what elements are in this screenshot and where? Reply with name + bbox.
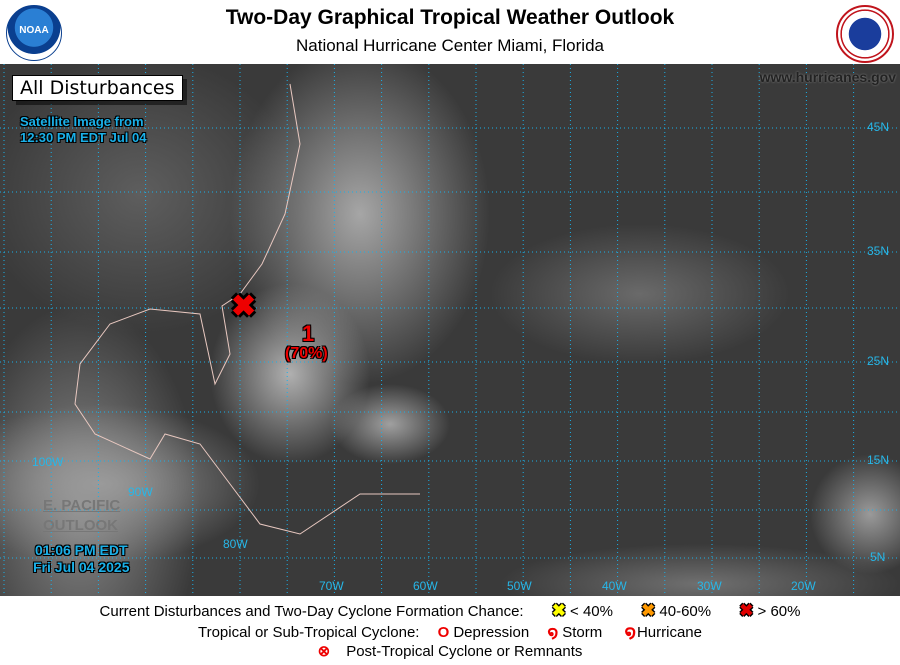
yellow-x-icon: ✖ <box>551 601 567 620</box>
issue-time-line1: 01:06 PM EDT <box>34 542 128 558</box>
satellite-map[interactable]: All Disturbances Satellite Image from 12… <box>0 64 900 596</box>
storm-icon: ໑ <box>547 622 559 642</box>
depression-icon: O <box>437 624 450 641</box>
orange-x-icon: ✖ <box>641 601 656 620</box>
legend-low: < 40% <box>570 602 613 620</box>
legend-formation-label: Current Disturbances and Two-Day Cyclone… <box>99 602 524 620</box>
lon-label: 60W <box>413 579 438 593</box>
lon-label: 70W <box>319 579 344 593</box>
lat-label: 45N <box>867 120 890 134</box>
lon-label: 90W <box>128 485 153 499</box>
issue-time-line2: Fri Jul 04 2025 <box>33 559 130 575</box>
legend-depression: Depression <box>453 624 530 641</box>
disturbance-1-x-marker-icon[interactable]: ✖ <box>231 290 257 323</box>
disturbance-1-chance[interactable]: (70%) <box>285 345 328 362</box>
header: NOAA Two-Day Graphical Tropical Weather … <box>0 0 900 64</box>
lon-label: 20W <box>791 579 816 593</box>
legend-post-tropical: Post-Tropical Cyclone or Remnants <box>346 642 583 660</box>
legend-formation-row: Current Disturbances and Two-Day Cyclone… <box>0 601 900 621</box>
coastline <box>74 83 420 535</box>
noaa-logo[interactable]: NOAA <box>6 5 62 61</box>
legend-cyclone-row: Tropical or Sub-Tropical Cyclone: O Depre… <box>0 622 900 643</box>
lat-label: 25N <box>867 354 890 368</box>
legend-high: > 60% <box>757 602 801 620</box>
legend-cyclone-label: Tropical or Sub-Tropical Cyclone: <box>197 624 420 641</box>
noaa-logo-text: NOAA <box>19 25 49 36</box>
legend-post-tropical-row: ⊗ Post-Tropical Cyclone or Remnants <box>0 642 900 661</box>
epac-line1: E. PACIFIC <box>43 497 121 514</box>
lat-label: 15N <box>867 453 890 467</box>
lat-lon-grid <box>0 64 900 596</box>
website-label[interactable]: www.hurricanes.gov <box>759 69 896 85</box>
satellite-time: Satellite Image from 12:30 PM EDT Jul 04 <box>20 114 146 146</box>
legend-hurricane: Hurricane <box>636 624 702 641</box>
epac-line2: OUTLOOK <box>43 517 118 534</box>
issue-time: 01:06 PM EDT Fri Jul 04 2025 <box>33 542 130 576</box>
page-title: Two-Day Graphical Tropical Weather Outlo… <box>225 6 675 29</box>
lon-label: 50W <box>507 579 532 593</box>
satellite-time-line2: 12:30 PM EDT Jul 04 <box>20 130 147 145</box>
lat-label: 5N <box>870 550 886 564</box>
epac-outlook-link[interactable]: E. PACIFIC OUTLOOK <box>43 496 120 536</box>
view-label: All Disturbances <box>12 75 183 101</box>
legend-medium: 40-60% <box>659 602 712 620</box>
red-x-icon: ✖ <box>739 601 754 620</box>
post-tropical-icon: ⊗ <box>317 643 331 661</box>
disturbance-1-number[interactable]: 1 <box>302 321 315 346</box>
lon-label: 100W <box>32 455 64 469</box>
legend: Current Disturbances and Two-Day Cyclone… <box>0 596 900 665</box>
satellite-time-line1: Satellite Image from <box>20 114 144 129</box>
nws-logo[interactable] <box>836 5 894 63</box>
lon-label: 40W <box>602 579 627 593</box>
page-subtitle: National Hurricane Center Miami, Florida <box>295 36 604 55</box>
lon-label: 30W <box>697 579 722 593</box>
legend-storm: Storm <box>562 624 603 641</box>
hurricane-icon: ໑ <box>624 622 636 642</box>
lat-label: 35N <box>867 244 890 258</box>
lon-label: 80W <box>223 537 248 551</box>
